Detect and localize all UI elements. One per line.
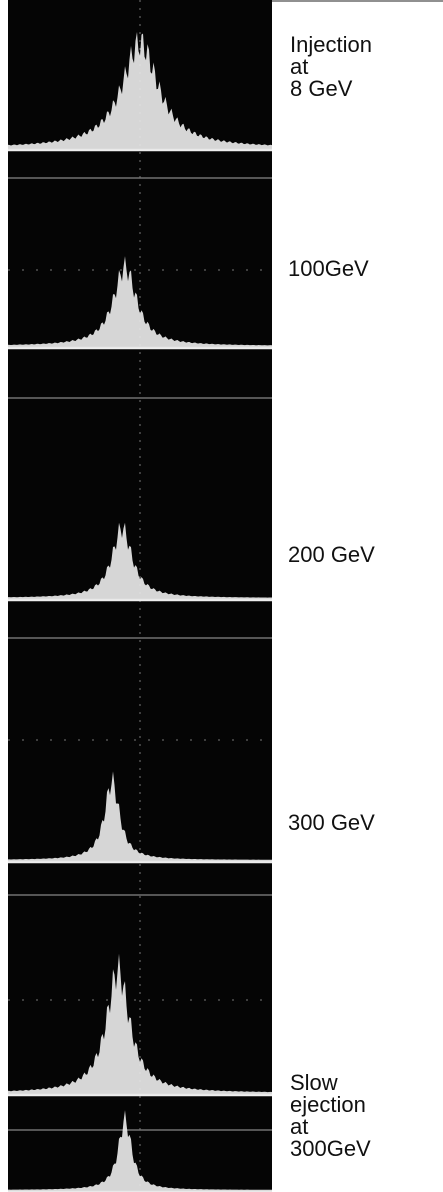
peak — [8, 522, 272, 600]
label-line: 100GeV — [288, 256, 369, 281]
label-line: Slow — [290, 1070, 338, 1095]
peak — [8, 256, 272, 348]
label-line: ejection — [290, 1092, 366, 1117]
label-line: 200 GeV — [288, 542, 375, 567]
label-line: Injection — [290, 32, 372, 57]
label-line: at — [290, 1114, 308, 1139]
label-line: 300GeV — [290, 1136, 371, 1161]
label-line: 8 GeV — [290, 76, 353, 101]
peak — [8, 953, 272, 1095]
label-line: 300 GeV — [288, 810, 375, 835]
peak — [8, 31, 272, 150]
label-line: at — [290, 54, 308, 79]
oscilloscope-traces — [8, 0, 272, 1192]
